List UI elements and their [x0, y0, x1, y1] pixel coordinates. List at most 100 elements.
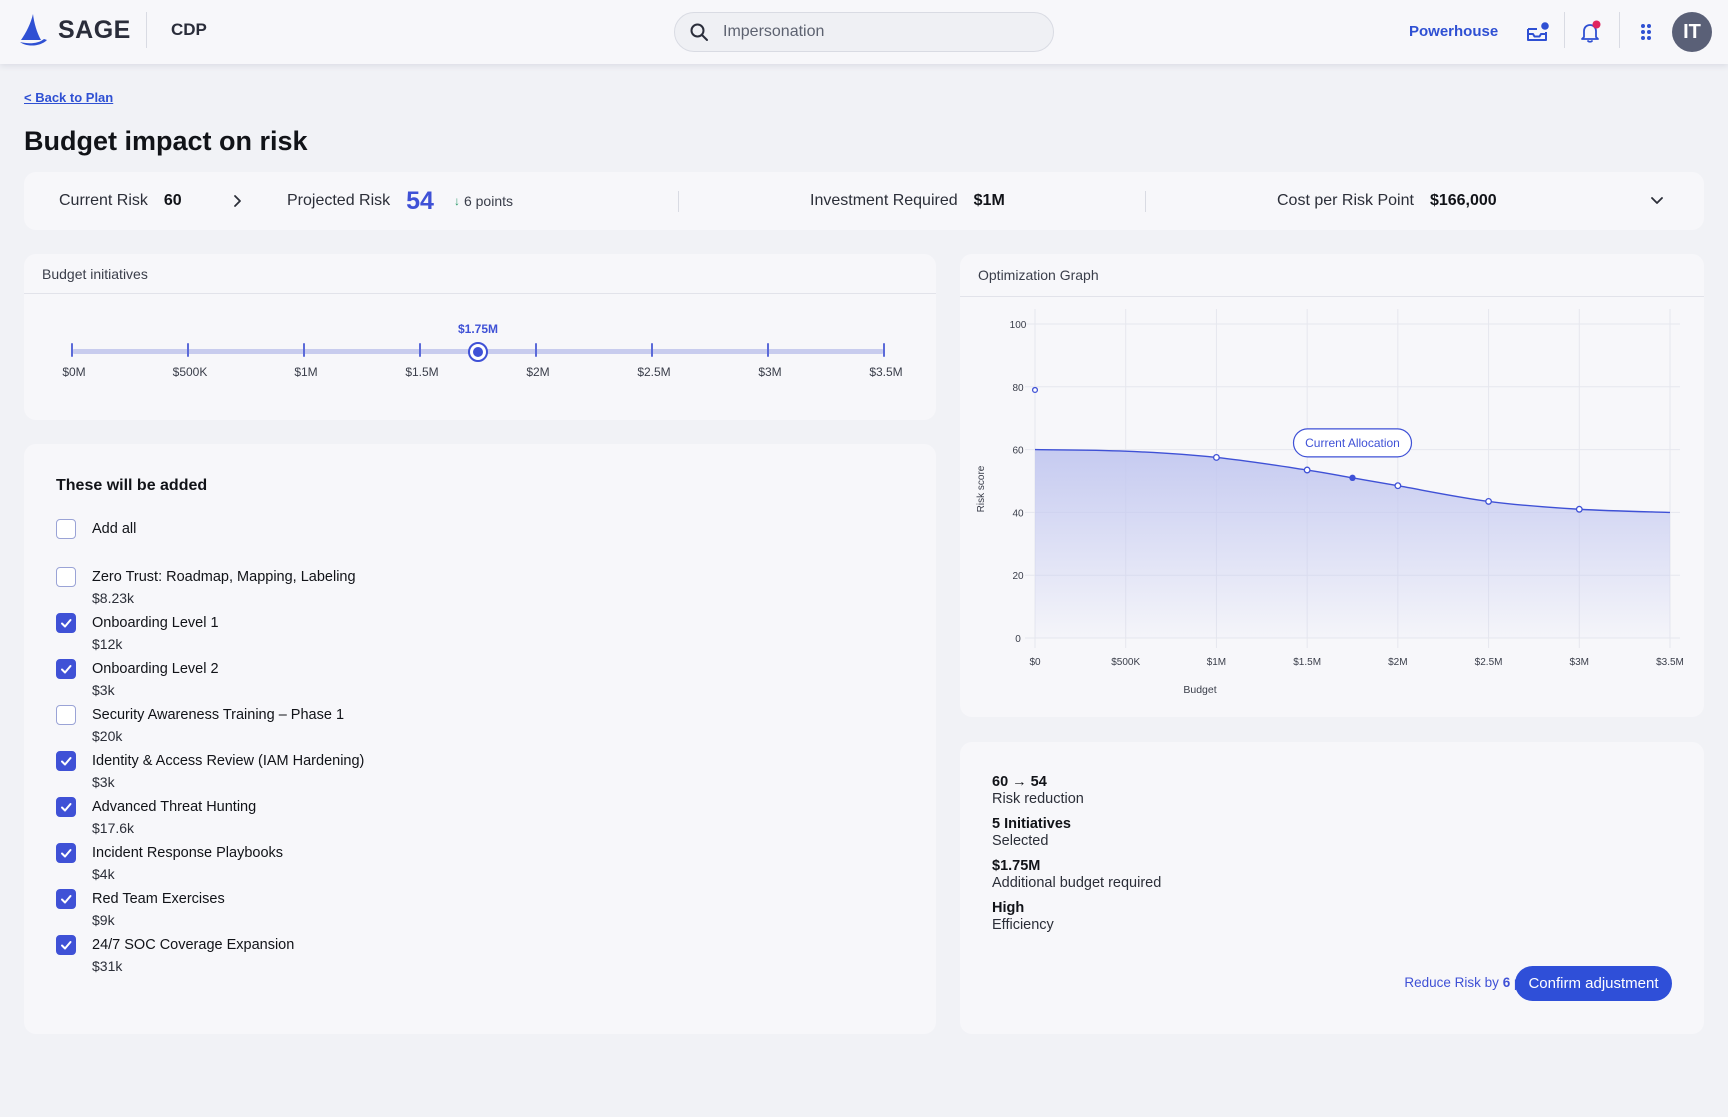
org-link[interactable]: Powerhouse	[1409, 23, 1499, 40]
list-title: These will be added	[56, 477, 208, 494]
slider-tick	[303, 343, 305, 357]
avatar[interactable]: IT	[1672, 12, 1712, 52]
add-all-checkbox[interactable]	[56, 519, 76, 539]
checkmark-icon	[61, 895, 72, 904]
brand-logo[interactable]: SAGE	[20, 12, 131, 48]
back-to-plan-link[interactable]: < Back to Plan	[24, 90, 114, 105]
current-risk-label: Current Risk	[59, 192, 148, 209]
initiative-name: Incident Response Playbooks	[92, 845, 284, 861]
reduce-points: 6	[1502, 975, 1511, 990]
budget-label: Additional budget required	[992, 875, 1162, 891]
data-point	[1394, 482, 1402, 490]
budget-value: $1.75M	[992, 858, 1041, 874]
slider-tick	[71, 343, 73, 357]
current-allocation-pill	[1292, 428, 1413, 458]
initiative-name: Onboarding Level 2	[92, 661, 219, 677]
checkmark-icon	[61, 665, 72, 674]
risk-change-value: 60 → 54	[992, 774, 1047, 790]
x-tick-label: $2M	[1388, 657, 1407, 668]
slider-tick-label: $2M	[526, 365, 550, 379]
initiatives-count: 5 Initiatives	[992, 816, 1071, 832]
chevron-right-icon	[232, 172, 244, 230]
current-allocation-point	[1349, 474, 1356, 482]
slider-tick-label: $3M	[758, 365, 782, 379]
product-name[interactable]: CDP	[171, 20, 207, 39]
slider-tick-label: $500K	[172, 365, 208, 379]
arrow-down-icon: ↓	[453, 194, 460, 208]
efficiency-value: High	[992, 900, 1025, 916]
reduce-prefix: Reduce Risk by	[1404, 975, 1499, 990]
x-tick-label: $0	[1029, 657, 1041, 668]
initiative-checkbox[interactable]	[56, 659, 76, 679]
y-tick-label: 0	[1015, 634, 1021, 645]
initiative-price: $12k	[92, 636, 123, 652]
x-tick-label: $1M	[1207, 657, 1226, 668]
adjustment-summary-card: 60 → 54 Risk reduction 5 Initiatives Sel…	[960, 742, 1704, 1034]
slider-tick-label: $1.5M	[405, 365, 439, 379]
data-point	[1212, 453, 1220, 461]
initiative-price: $20k	[92, 728, 123, 744]
notifications-button[interactable]	[1576, 18, 1604, 46]
y-tick-label: 20	[1012, 571, 1024, 582]
current-allocation-label: Current Allocation	[1305, 436, 1400, 450]
apps-grid-icon	[1641, 24, 1651, 40]
area-fill	[1035, 449, 1670, 638]
cost-label: Cost per Risk Point	[1277, 192, 1414, 209]
current-risk-value: 60	[163, 192, 182, 209]
efficiency-label: Efficiency	[992, 917, 1054, 933]
slider-tick-label: $0M	[62, 365, 86, 379]
initiative-checkbox[interactable]	[56, 843, 76, 863]
initiative-checkbox[interactable]	[56, 935, 76, 955]
inbox-button[interactable]	[1523, 18, 1551, 46]
confirm-adjustment-button[interactable]: Confirm adjustment	[1515, 966, 1672, 1001]
initiative-checkbox[interactable]	[56, 889, 76, 909]
brand-name: SAGE	[58, 15, 131, 44]
initiative-name: Onboarding Level 1	[92, 615, 219, 631]
slider-tick-label: $1M	[294, 365, 318, 379]
initiative-price: $9k	[92, 912, 115, 928]
search-bar[interactable]	[674, 12, 1054, 52]
initiatives-count-label: Selected	[992, 833, 1049, 849]
initiative-price: $3k	[92, 682, 115, 698]
initiatives-card: These will be added Add all Zero Trust: …	[24, 444, 936, 1034]
initiative-checkbox[interactable]	[56, 751, 76, 771]
apps-button[interactable]	[1632, 18, 1660, 46]
investment-required: Investment Required $1M	[810, 172, 1005, 230]
initiative-checkbox[interactable]	[56, 567, 76, 587]
expand-summary-button[interactable]	[1650, 172, 1664, 230]
slider-tick	[535, 343, 537, 357]
header-divider	[1564, 12, 1565, 48]
card-header: Budget initiatives	[24, 254, 936, 294]
investment-label: Investment Required	[810, 192, 958, 209]
slider-tick	[651, 343, 653, 357]
budget-slider-thumb[interactable]	[468, 342, 488, 362]
bell-icon	[1581, 20, 1601, 43]
initiative-name: Security Awareness Training – Phase 1	[92, 707, 345, 723]
checkmark-icon	[61, 849, 72, 858]
risk-delta: ↓ 6 points	[454, 193, 513, 209]
add-all-label: Add all	[92, 521, 137, 537]
optimization-graph-card: Optimization Graph $0 $500K $1M $1.5M $2M $2.…	[960, 254, 1704, 717]
slider-tick	[883, 343, 885, 357]
summary-divider	[678, 191, 679, 212]
data-point	[1485, 497, 1493, 505]
projected-risk-label: Projected Risk	[287, 192, 391, 209]
initiative-name: Zero Trust: Roadmap, Mapping, Labeling	[92, 569, 356, 585]
current-risk: Current Risk 60	[59, 172, 182, 230]
x-tick-label: $3M	[1570, 657, 1589, 668]
initiative-price: $4k	[92, 866, 115, 882]
initiative-checkbox[interactable]	[56, 797, 76, 817]
card-title: Optimization Graph	[978, 267, 1099, 283]
initiative-name: 24/7 SOC Coverage Expansion	[92, 937, 295, 953]
slider-tick	[767, 343, 769, 357]
investment-value: $1M	[973, 192, 1005, 209]
initiative-checkbox[interactable]	[56, 705, 76, 725]
chevron-down-icon	[1651, 197, 1663, 204]
x-axis-label: Budget	[1183, 684, 1216, 696]
search-input[interactable]	[723, 23, 1023, 41]
optimization-chart: $0 $500K $1M $1.5M $2M $2.5M $3M $3.5M 0 20 40 60 80…	[976, 309, 1684, 696]
x-tick-label: $1.5M	[1293, 657, 1321, 668]
risk-summary-bar: Current Risk 60 Projected Risk 54 ↓ 6 po…	[24, 172, 1704, 230]
initiative-checkbox[interactable]	[56, 613, 76, 633]
initiative-price: $17.6k	[92, 820, 135, 836]
